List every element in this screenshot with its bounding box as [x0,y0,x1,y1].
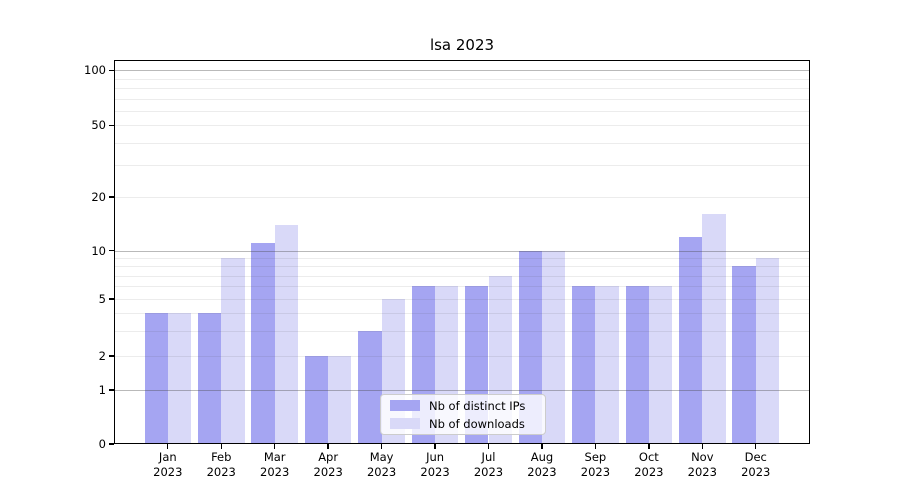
bar-distinct-ips-apr [304,356,329,443]
y-gridline-major-100 [115,70,809,72]
x-tick-label-jan: Jan 2023 [153,450,183,479]
x-tick-jan [167,444,169,449]
x-tick-mar [274,444,276,449]
y-tick-label-20: 20 [91,190,106,204]
x-tick-feb [220,444,222,449]
y-gridline-minor-40 [115,142,809,144]
y-tick-2 [109,355,114,357]
y-gridline-minor-80 [115,88,809,89]
y-gridline-minor-20 [115,197,809,198]
x-tick-label-oct: Oct 2023 [634,450,664,479]
x-tick-dec [755,444,757,449]
x-tick-label-jul: Jul 2023 [473,450,504,479]
x-tick-label-apr: Apr 2023 [313,450,343,479]
x-tick-label-jun: Jun 2023 [420,450,450,479]
x-tick-label-dec: Dec 2023 [741,450,771,479]
legend-item-downloads: Nb of downloads [390,417,535,431]
y-tick-20 [109,196,114,198]
y-tick-label-0: 0 [98,437,106,451]
bar-downloads-sep [595,286,619,443]
legend-swatch-downloads [390,418,420,429]
bar-downloads-oct [648,286,673,443]
x-tick-label-nov: Nov 2023 [687,450,717,479]
y-tick-label-100: 100 [84,63,106,78]
y-gridline-major-1 [115,390,809,391]
x-tick-label-mar: Mar 2023 [260,450,290,479]
y-gridline-minor-70 [115,98,809,100]
x-tick-label-feb: Feb 2023 [206,450,236,479]
x-tick-oct [648,444,650,449]
x-tick-label-aug: Aug 2023 [527,450,557,479]
y-tick-label-5: 5 [98,292,106,306]
y-gridline-minor-8 [115,266,809,268]
x-tick-may [380,444,383,449]
legend-label-downloads: Nb of downloads [429,416,525,431]
y-gridline-minor-9 [115,258,809,260]
legend: Nb of distinct IPs Nb of downloads [380,394,546,435]
y-tick-100 [109,69,114,71]
bar-distinct-ips-sep [572,286,596,443]
bar-distinct-ips-oct [625,286,649,443]
y-gridline-minor-60 [115,110,809,112]
bar-downloads-aug [541,250,566,443]
bar-distinct-ips-dec [732,266,756,443]
legend-label-distinct-ips: Nb of distinct IPs [429,398,526,413]
y-tick-5 [109,298,114,300]
y-tick-0 [109,443,114,445]
y-tick-10 [109,250,114,252]
y-gridline-minor-5 [115,299,809,300]
y-gridline-major-10 [115,250,809,252]
x-tick-jun [434,444,436,449]
x-tick-sep [594,444,597,449]
y-tick-50 [109,124,114,126]
y-gridline-minor-30 [115,165,809,167]
y-gridline-minor-4 [115,312,809,314]
bar-downloads-dec [755,258,780,443]
bar-distinct-ips-feb [197,312,222,443]
bar-distinct-ips-mar [251,243,275,443]
bar-downloads-nov [702,214,726,443]
y-gridline-minor-50 [115,125,809,127]
y-tick-label-50: 50 [91,118,106,133]
bar-downloads-apr [328,356,352,443]
y-gridline-minor-6 [115,286,809,288]
x-tick-apr [327,444,329,449]
y-tick-1 [109,389,114,391]
y-gridline-minor-7 [115,275,809,277]
y-tick-label-10: 10 [91,243,106,258]
y-tick-label-1: 1 [98,383,106,397]
x-tick-label-sep: Sep 2023 [580,450,611,479]
y-gridline-minor-2 [115,356,809,357]
y-tick-label-2: 2 [98,349,106,363]
x-tick-aug [541,444,543,449]
x-tick-label-may: May 2023 [366,450,397,479]
y-gridline-minor-3 [115,330,809,332]
plot-area-frame [114,60,810,444]
bar-distinct-ips-jan [144,312,168,443]
bar-distinct-ips-nov [679,236,703,443]
chart-title: lsa 2023 [429,36,495,54]
legend-item-distinct-ips: Nb of distinct IPs [390,399,535,413]
bar-downloads-feb [221,258,245,443]
x-tick-nov [701,444,703,449]
bar-downloads-mar [274,224,298,443]
bar-downloads-jan [167,312,192,443]
y-gridline-minor-90 [115,78,809,80]
bar-distinct-ips-may [358,330,382,443]
legend-swatch-distinct-ips [390,400,420,411]
x-tick-jul [487,444,490,449]
